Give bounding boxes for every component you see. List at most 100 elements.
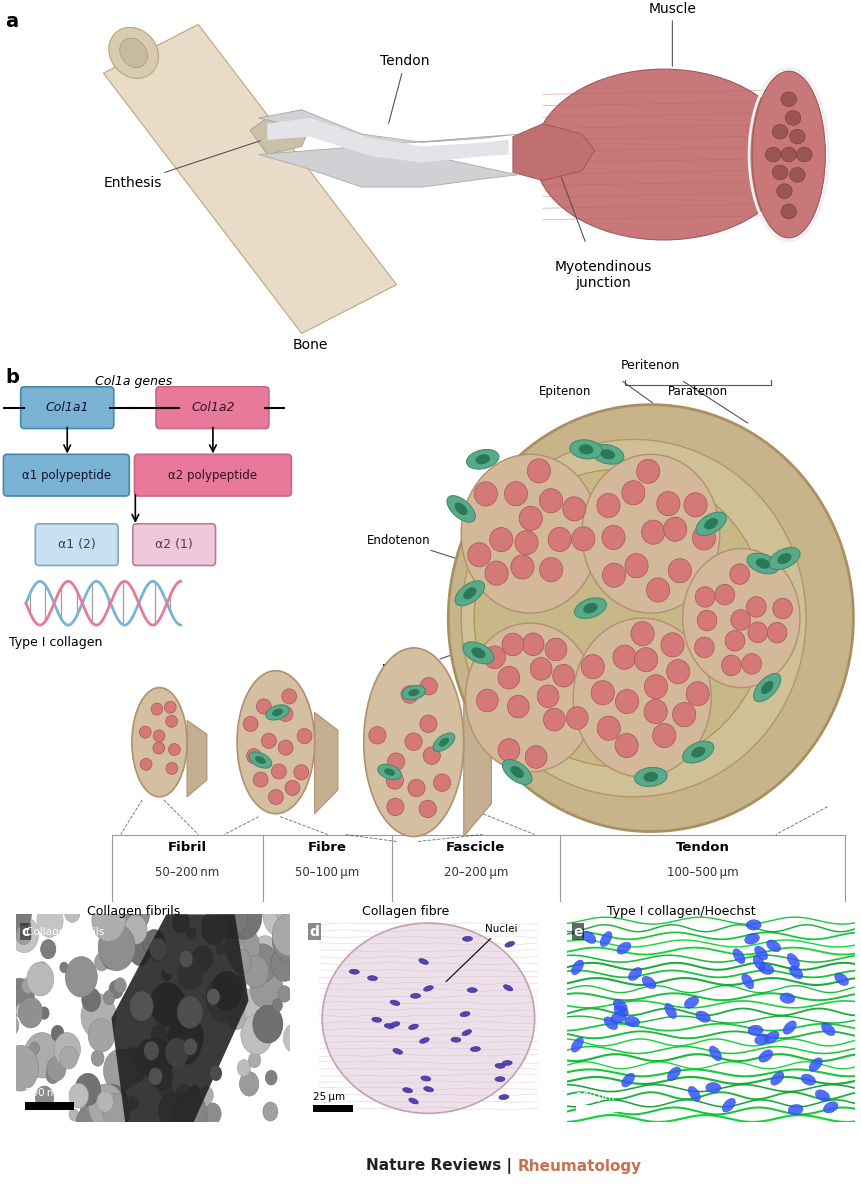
Circle shape	[3, 937, 15, 955]
Ellipse shape	[630, 622, 653, 646]
Circle shape	[172, 911, 189, 932]
Circle shape	[154, 898, 166, 913]
Ellipse shape	[656, 492, 679, 516]
Ellipse shape	[800, 1074, 815, 1085]
Ellipse shape	[498, 666, 519, 689]
Text: Col1a2: Col1a2	[191, 401, 234, 414]
Circle shape	[102, 949, 119, 970]
Circle shape	[232, 976, 246, 992]
Circle shape	[24, 1032, 60, 1078]
Ellipse shape	[432, 733, 455, 751]
Ellipse shape	[542, 708, 565, 731]
Circle shape	[283, 1024, 307, 1052]
Ellipse shape	[503, 985, 512, 991]
Circle shape	[144, 1042, 158, 1061]
Ellipse shape	[462, 936, 472, 941]
Ellipse shape	[498, 739, 519, 761]
Text: α2 (1): α2 (1)	[155, 538, 193, 551]
Circle shape	[174, 1032, 200, 1064]
Text: 50–200 nm: 50–200 nm	[155, 866, 219, 880]
Ellipse shape	[285, 780, 300, 796]
Ellipse shape	[548, 527, 571, 552]
Circle shape	[95, 888, 131, 934]
Ellipse shape	[527, 458, 550, 482]
Ellipse shape	[514, 530, 537, 554]
Ellipse shape	[297, 728, 312, 744]
Ellipse shape	[475, 454, 489, 464]
Ellipse shape	[510, 766, 523, 778]
Circle shape	[91, 1050, 104, 1066]
Circle shape	[59, 962, 68, 973]
Circle shape	[237, 1060, 251, 1076]
Ellipse shape	[539, 558, 562, 582]
Ellipse shape	[753, 673, 780, 702]
Ellipse shape	[615, 733, 637, 757]
Ellipse shape	[408, 1098, 418, 1104]
Ellipse shape	[610, 1013, 625, 1022]
Ellipse shape	[465, 623, 594, 772]
Ellipse shape	[596, 493, 619, 517]
Ellipse shape	[419, 1038, 429, 1043]
Ellipse shape	[424, 1087, 433, 1092]
Ellipse shape	[418, 800, 436, 817]
Ellipse shape	[505, 942, 514, 947]
Circle shape	[4, 978, 34, 1016]
Circle shape	[75, 1073, 101, 1105]
Circle shape	[3, 1015, 19, 1036]
Circle shape	[780, 204, 796, 218]
Circle shape	[185, 1003, 201, 1025]
Circle shape	[159, 1081, 173, 1099]
Circle shape	[231, 913, 253, 942]
Circle shape	[784, 110, 800, 125]
Ellipse shape	[255, 756, 265, 764]
Ellipse shape	[402, 1087, 412, 1093]
Ellipse shape	[755, 558, 769, 569]
Ellipse shape	[571, 1038, 583, 1052]
Ellipse shape	[485, 562, 508, 586]
Text: d: d	[309, 925, 319, 938]
Ellipse shape	[667, 559, 691, 583]
Polygon shape	[314, 713, 338, 814]
Ellipse shape	[530, 658, 551, 680]
Ellipse shape	[369, 726, 386, 744]
Ellipse shape	[522, 632, 543, 655]
Ellipse shape	[152, 742, 164, 754]
Ellipse shape	[764, 1031, 778, 1043]
Ellipse shape	[562, 497, 585, 521]
Ellipse shape	[782, 1021, 796, 1034]
Bar	[313, 1105, 353, 1111]
Ellipse shape	[448, 404, 852, 832]
Ellipse shape	[278, 740, 293, 755]
Ellipse shape	[646, 578, 669, 602]
Ellipse shape	[729, 564, 749, 584]
Ellipse shape	[591, 444, 623, 464]
Ellipse shape	[282, 689, 296, 704]
Circle shape	[36, 961, 48, 977]
Ellipse shape	[410, 994, 420, 998]
Circle shape	[227, 1008, 245, 1030]
Ellipse shape	[132, 688, 187, 797]
Ellipse shape	[697, 611, 716, 631]
Text: Nature Reviews |: Nature Reviews |	[365, 1158, 517, 1174]
Circle shape	[148, 1068, 162, 1085]
Ellipse shape	[272, 709, 282, 716]
Ellipse shape	[601, 526, 624, 550]
Circle shape	[237, 926, 252, 946]
Ellipse shape	[821, 1022, 834, 1036]
Ellipse shape	[746, 553, 778, 574]
Text: Collagen fibrils: Collagen fibrils	[87, 905, 180, 918]
Ellipse shape	[787, 1104, 802, 1115]
Ellipse shape	[265, 704, 289, 720]
Circle shape	[76, 1106, 104, 1142]
Text: α1 (2): α1 (2)	[58, 538, 96, 551]
Ellipse shape	[768, 547, 799, 570]
Ellipse shape	[387, 798, 404, 816]
Ellipse shape	[390, 1000, 400, 1006]
Circle shape	[96, 889, 125, 925]
Ellipse shape	[363, 648, 463, 836]
Circle shape	[98, 924, 135, 971]
Circle shape	[40, 1007, 49, 1019]
Ellipse shape	[685, 682, 709, 706]
Circle shape	[140, 1038, 174, 1079]
Circle shape	[69, 1109, 78, 1121]
